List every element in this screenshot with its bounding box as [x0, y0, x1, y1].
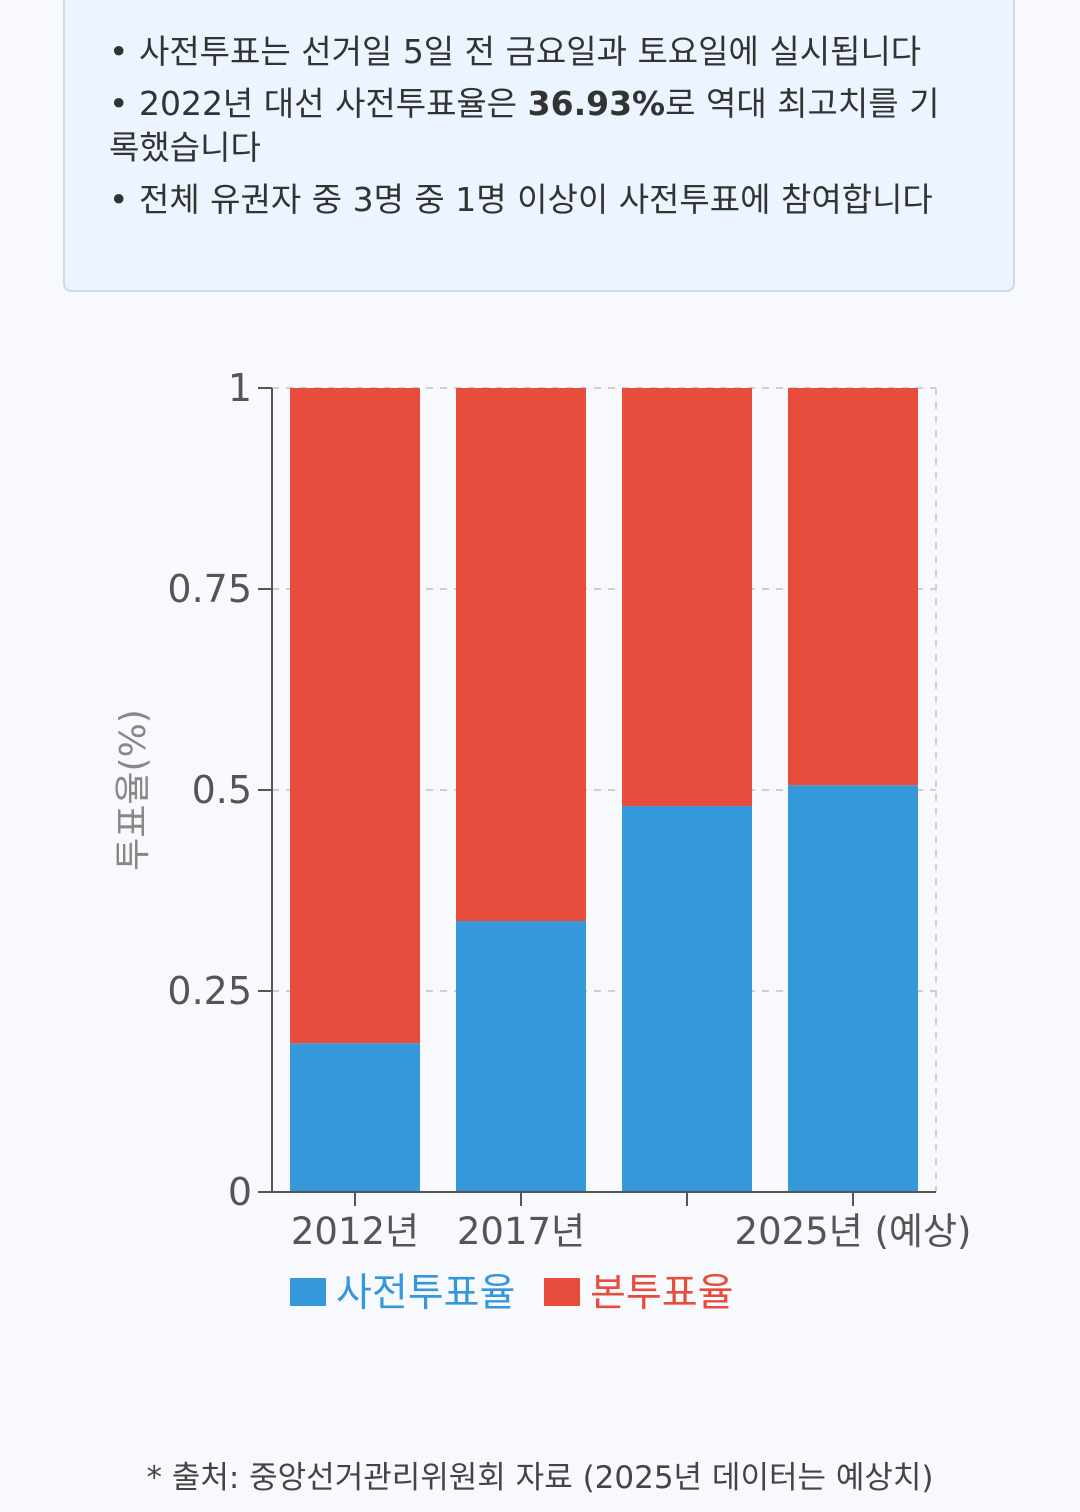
legend-label-early: 사전투표율 — [336, 1271, 515, 1316]
bar-early-3 — [788, 785, 918, 1192]
vote-rate-chart: 0 0.25 0.5 0.75 1 2012년 2017년 2025년 (예상) 투표율(%) 사… — [113, 366, 972, 1316]
bar-main-0 — [290, 388, 420, 1044]
bar-main-2 — [622, 388, 752, 807]
y-axis-title: 투표율(%) — [113, 709, 154, 871]
bar-main-1 — [456, 388, 586, 922]
info-line-2: • 2022년 대선 사전투표율은 36.93%로 역대 최고치를 기록했습니다 — [109, 82, 969, 170]
legend-swatch-early — [290, 1278, 326, 1306]
bar-early-1 — [456, 921, 586, 1192]
legend-swatch-main — [544, 1278, 580, 1306]
bar-main-3 — [788, 388, 918, 786]
legend-label-main: 본투표율 — [590, 1271, 734, 1316]
bar-early-0 — [290, 1043, 420, 1192]
info-line-2-highlight: 36.93% — [527, 84, 666, 123]
y-tick-label: 1 — [228, 366, 252, 410]
x-tick-label: 2025년 (예상) — [735, 1210, 972, 1253]
y-tick-label: 0.75 — [167, 567, 252, 611]
info-line-2-text: • 2022년 대선 사전투표율은 — [109, 84, 528, 123]
y-tick-label: 0 — [228, 1170, 252, 1214]
info-box: • 사전투표는 선거일 5일 전 금요일과 토요일에 실시됩니다 • 2022년… — [63, 0, 1015, 292]
x-tick-label: 2012년 — [291, 1210, 419, 1253]
info-line-2-tail: 로 역대 최고치를 기록했습니다 — [109, 84, 940, 167]
source-note: * 출처: 중앙선거관리위원회 자료 (2025년 데이터는 예상치) — [146, 1460, 934, 1496]
bar-early-2 — [622, 806, 752, 1192]
info-line-1: • 사전투표는 선거일 5일 전 금요일과 토요일에 실시됩니다 — [109, 32, 922, 71]
x-tick-label: 2017년 — [457, 1210, 585, 1253]
info-line-3: • 전체 유권자 중 3명 중 1명 이상이 사전투표에 참여합니다 — [109, 180, 933, 219]
y-tick-label: 0.25 — [167, 969, 252, 1013]
y-tick-label: 0.5 — [192, 768, 252, 812]
